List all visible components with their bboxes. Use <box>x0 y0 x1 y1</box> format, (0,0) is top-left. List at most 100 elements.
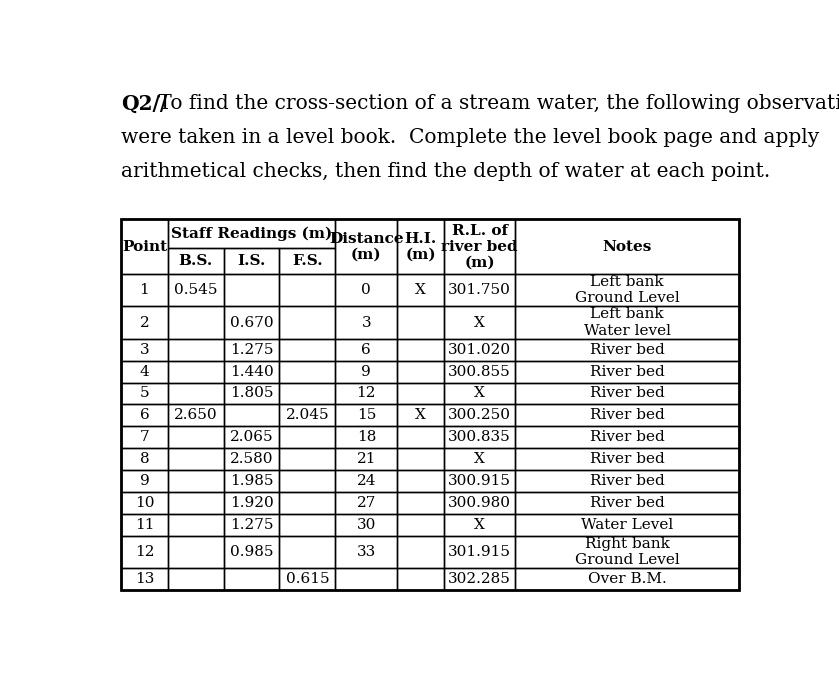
Bar <box>398 219 444 274</box>
Bar <box>168 338 223 361</box>
Text: H.I.
(m): H.I. (m) <box>404 232 437 262</box>
Text: 7: 7 <box>139 431 149 444</box>
Text: 10: 10 <box>135 496 154 510</box>
Bar <box>223 568 279 590</box>
Text: 2.045: 2.045 <box>285 408 329 422</box>
Bar <box>515 274 739 307</box>
Bar <box>279 427 336 448</box>
Bar <box>279 470 336 492</box>
Text: 21: 21 <box>357 452 376 466</box>
Bar <box>515 383 739 404</box>
Bar <box>121 427 168 448</box>
Bar <box>168 536 223 568</box>
Text: Right bank
Ground Level: Right bank Ground Level <box>575 537 680 567</box>
Bar <box>121 219 168 274</box>
Bar <box>121 338 168 361</box>
Bar <box>398 448 444 470</box>
Text: X: X <box>415 283 426 297</box>
Bar <box>279 492 336 514</box>
Text: 1.805: 1.805 <box>230 387 274 401</box>
Bar <box>398 470 444 492</box>
Text: 15: 15 <box>357 408 376 422</box>
Bar <box>223 536 279 568</box>
Bar <box>444 427 515 448</box>
Text: Notes: Notes <box>602 240 652 254</box>
Text: 1.920: 1.920 <box>230 496 274 510</box>
Bar <box>279 536 336 568</box>
Bar <box>168 514 223 536</box>
Bar <box>444 568 515 590</box>
Bar <box>223 338 279 361</box>
Bar <box>121 307 168 338</box>
Bar <box>444 514 515 536</box>
Bar <box>121 492 168 514</box>
Bar <box>398 492 444 514</box>
Text: 301.020: 301.020 <box>448 343 511 357</box>
Text: River bed: River bed <box>590 474 664 488</box>
Bar <box>279 248 336 274</box>
Bar <box>336 307 398 338</box>
Bar <box>223 427 279 448</box>
Text: 300.835: 300.835 <box>448 431 511 444</box>
Text: 1.440: 1.440 <box>230 365 274 378</box>
Text: 0.545: 0.545 <box>174 283 217 297</box>
Bar <box>168 404 223 427</box>
Text: 8: 8 <box>139 452 149 466</box>
Text: 9: 9 <box>139 474 149 488</box>
Text: River bed: River bed <box>590 343 664 357</box>
Text: 30: 30 <box>357 518 376 532</box>
Bar <box>444 338 515 361</box>
Text: 1.275: 1.275 <box>230 518 274 532</box>
Bar <box>168 470 223 492</box>
Text: 13: 13 <box>135 572 154 586</box>
Bar <box>336 274 398 307</box>
Bar <box>279 338 336 361</box>
Bar <box>515 514 739 536</box>
Bar <box>444 307 515 338</box>
Bar <box>223 492 279 514</box>
Text: 12: 12 <box>135 545 154 559</box>
Bar <box>336 448 398 470</box>
Bar <box>444 219 515 274</box>
Bar <box>168 219 336 248</box>
Bar <box>336 338 398 361</box>
Text: 3: 3 <box>139 343 149 357</box>
Text: 0: 0 <box>362 283 371 297</box>
Bar <box>444 470 515 492</box>
Text: 301.915: 301.915 <box>448 545 511 559</box>
Bar <box>515 448 739 470</box>
Bar <box>444 274 515 307</box>
Text: 6: 6 <box>139 408 149 422</box>
Bar <box>515 427 739 448</box>
Bar <box>223 248 279 274</box>
Bar <box>279 274 336 307</box>
Bar <box>398 274 444 307</box>
Bar <box>336 361 398 383</box>
Text: 1: 1 <box>139 283 149 297</box>
Text: River bed: River bed <box>590 452 664 466</box>
Bar <box>121 383 168 404</box>
Text: B.S.: B.S. <box>179 254 213 268</box>
Bar <box>515 307 739 338</box>
Text: 6: 6 <box>362 343 371 357</box>
Bar <box>279 383 336 404</box>
Text: 300.855: 300.855 <box>448 365 511 378</box>
Bar <box>336 219 398 274</box>
Bar <box>336 536 398 568</box>
Bar <box>223 404 279 427</box>
Bar <box>279 448 336 470</box>
Text: 24: 24 <box>357 474 376 488</box>
Text: 0.985: 0.985 <box>230 545 274 559</box>
Text: 4: 4 <box>139 365 149 378</box>
Bar <box>444 448 515 470</box>
Bar <box>121 568 168 590</box>
Text: 0.615: 0.615 <box>285 572 329 586</box>
Bar <box>398 361 444 383</box>
Text: 300.980: 300.980 <box>448 496 511 510</box>
Text: River bed: River bed <box>590 387 664 401</box>
Bar <box>168 274 223 307</box>
Bar <box>223 470 279 492</box>
Bar <box>223 274 279 307</box>
Bar <box>336 383 398 404</box>
Text: Distance
(m): Distance (m) <box>329 232 404 262</box>
